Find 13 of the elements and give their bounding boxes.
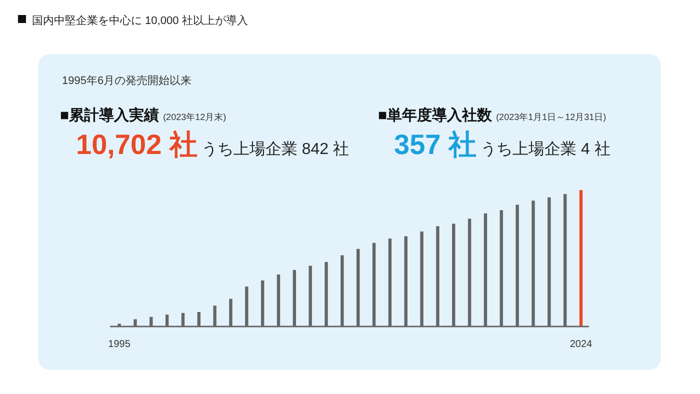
text: うち上場企業 842 社 bbox=[201, 140, 350, 158]
chart-title: 国内中堅企業を中心に 10,000 社以上が導入 bbox=[32, 14, 248, 27]
text: ■単年度導入社数 bbox=[378, 106, 494, 124]
bar bbox=[579, 190, 583, 326]
x-tick-label: 2024 bbox=[570, 339, 593, 350]
x-tick-label: 1995 bbox=[108, 339, 131, 350]
text: (2023年12月末) bbox=[163, 112, 226, 122]
text: 357 社 bbox=[394, 129, 476, 160]
chart-subtitle: 1995年6月の発売開始以来 bbox=[62, 74, 192, 87]
text: (2023年1月1日～12月31日) bbox=[496, 112, 606, 122]
text: 10,702 社 bbox=[76, 129, 198, 160]
text: ■累計導入実績 bbox=[60, 106, 160, 124]
text: うち上場企業 4 社 bbox=[480, 140, 610, 158]
